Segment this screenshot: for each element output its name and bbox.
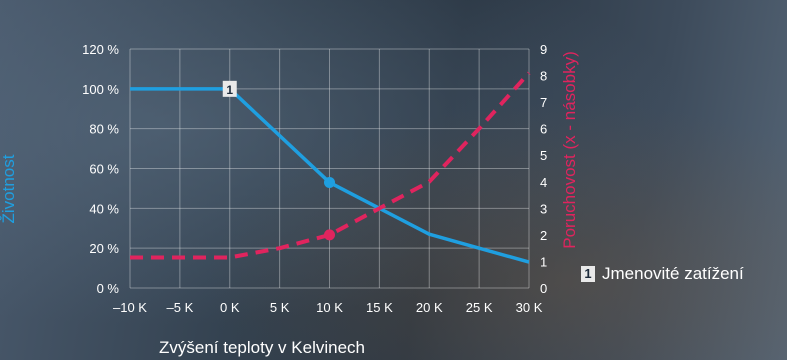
series-marker-0 (324, 176, 335, 188)
grid (129, 48, 530, 289)
left-tick-label-1: 20 % (89, 241, 119, 256)
left-tick-label-2: 40 % (89, 201, 119, 216)
x-axis-ticks: –10 K –5 K 0 K 5 K 10 K 15 K 20 K 25 K 30 K (113, 300, 543, 315)
right-axis-ticks: 0 1 2 3 4 5 6 7 8 9 (540, 42, 547, 296)
x-axis-title: Zvýšení teploty v Kelvinech (159, 338, 365, 357)
annotation-badge: 1 (222, 80, 237, 97)
legend-badge: 1 (581, 266, 595, 282)
right-tick-label-1: 1 (540, 254, 547, 269)
right-tick-label-9: 9 (540, 42, 547, 57)
series-markers (324, 176, 335, 241)
x-tick-label-0: –10 K (113, 300, 147, 315)
x-tick-label-3: 5 K (270, 300, 290, 315)
right-tick-label-7: 7 (540, 95, 547, 110)
left-tick-label-0: 0 % (97, 281, 120, 296)
x-tick-label-7: 25 K (466, 300, 493, 315)
right-tick-label-0: 0 (540, 281, 547, 296)
legend: 1 Jmenovité zatížení (581, 263, 744, 285)
left-axis-title: Životnost (0, 154, 18, 223)
x-tick-label-4: 10 K (316, 300, 343, 315)
x-tick-label-2: 0 K (220, 300, 240, 315)
annotation-badge-label: 1 (226, 83, 233, 97)
left-axis-ticks: 0 % 20 % 40 % 60 % 80 % 100 % 120 % (82, 42, 119, 296)
left-tick-label-5: 100 % (82, 82, 119, 97)
right-tick-label-5: 5 (540, 148, 547, 163)
annotation-badge-box (222, 80, 237, 97)
right-axis-title: Poruchovost (x - násobky) (560, 51, 579, 248)
left-tick-label-6: 120 % (82, 42, 119, 57)
left-tick-label-4: 80 % (89, 122, 119, 137)
series-line-1 (130, 71, 531, 260)
right-tick-label-8: 8 (540, 69, 547, 84)
left-tick-label-3: 60 % (89, 162, 119, 177)
legend-text: Jmenovité zatížení (602, 264, 744, 283)
x-tick-label-5: 15 K (366, 300, 393, 315)
right-tick-label-2: 2 (540, 228, 547, 243)
right-tick-label-3: 3 (540, 201, 547, 216)
right-tick-label-4: 4 (540, 175, 547, 190)
x-tick-label-1: –5 K (167, 300, 194, 315)
x-tick-label-6: 20 K (416, 300, 443, 315)
series-marker-1 (324, 229, 335, 241)
right-tick-label-6: 6 (540, 122, 547, 137)
x-tick-label-8: 30 K (516, 300, 543, 315)
